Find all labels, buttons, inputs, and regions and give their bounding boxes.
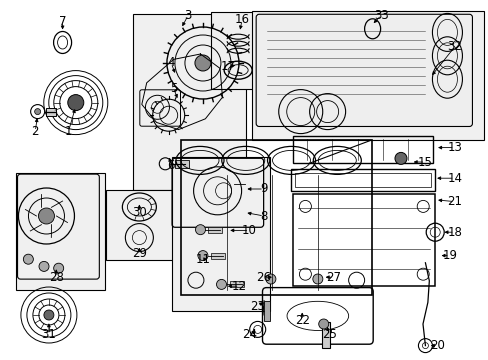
Text: 21: 21 [447, 195, 461, 208]
Text: 13: 13 [447, 141, 461, 154]
Bar [252, 11, 483, 140]
Text: 26: 26 [256, 271, 271, 284]
Circle shape [312, 274, 322, 284]
Bar [210, 12, 275, 89]
Circle shape [216, 279, 226, 289]
Bar [294, 173, 430, 187]
Circle shape [394, 152, 406, 165]
Text: 22: 22 [294, 314, 309, 327]
Bar [264, 301, 269, 321]
Bar [293, 194, 434, 286]
Text: 1: 1 [64, 125, 72, 138]
Text: 4: 4 [167, 57, 175, 69]
Text: 17: 17 [220, 60, 235, 73]
Text: 25: 25 [322, 328, 336, 341]
Text: 32: 32 [447, 40, 461, 53]
Text: 6: 6 [167, 159, 175, 172]
Circle shape [318, 319, 328, 329]
Bar [321, 322, 329, 348]
Text: 11: 11 [195, 253, 210, 266]
Bar [181, 140, 371, 295]
Text: 12: 12 [232, 280, 246, 293]
Text: 30: 30 [132, 206, 146, 219]
Text: 28: 28 [49, 271, 63, 284]
Text: 19: 19 [442, 249, 456, 262]
Bar [229, 282, 243, 287]
Text: 29: 29 [132, 247, 146, 260]
Bar [175, 160, 189, 168]
Text: 14: 14 [447, 172, 461, 185]
Bar [16, 173, 105, 290]
Circle shape [54, 263, 63, 273]
Circle shape [39, 208, 54, 224]
Circle shape [68, 95, 83, 111]
Text: 33: 33 [373, 9, 388, 22]
Circle shape [195, 55, 210, 71]
Text: 20: 20 [429, 339, 444, 352]
Text: 2: 2 [31, 125, 39, 138]
Bar [45, 108, 56, 116]
Text: 9: 9 [260, 183, 267, 195]
Circle shape [44, 310, 54, 320]
Bar [210, 253, 224, 258]
Text: 31: 31 [41, 328, 56, 341]
Text: 10: 10 [242, 224, 256, 237]
Circle shape [198, 251, 207, 261]
Text: 7: 7 [59, 15, 66, 28]
Text: 15: 15 [417, 156, 432, 168]
Text: 3: 3 [184, 9, 192, 22]
Circle shape [265, 274, 275, 284]
FancyBboxPatch shape [256, 14, 471, 126]
Circle shape [39, 261, 49, 271]
Bar [132, 14, 246, 190]
Bar [208, 227, 222, 233]
Bar [105, 190, 173, 260]
Text: 27: 27 [326, 271, 341, 284]
Text: 23: 23 [250, 300, 264, 312]
Text: 16: 16 [234, 13, 249, 26]
Bar [293, 136, 432, 163]
Circle shape [35, 109, 41, 114]
Circle shape [195, 225, 205, 235]
Circle shape [23, 254, 33, 264]
Text: 8: 8 [260, 210, 267, 222]
Text: 24: 24 [242, 328, 256, 341]
Text: 18: 18 [447, 226, 461, 239]
Text: 5: 5 [169, 82, 177, 95]
Bar [171, 157, 270, 311]
Bar [290, 169, 434, 191]
